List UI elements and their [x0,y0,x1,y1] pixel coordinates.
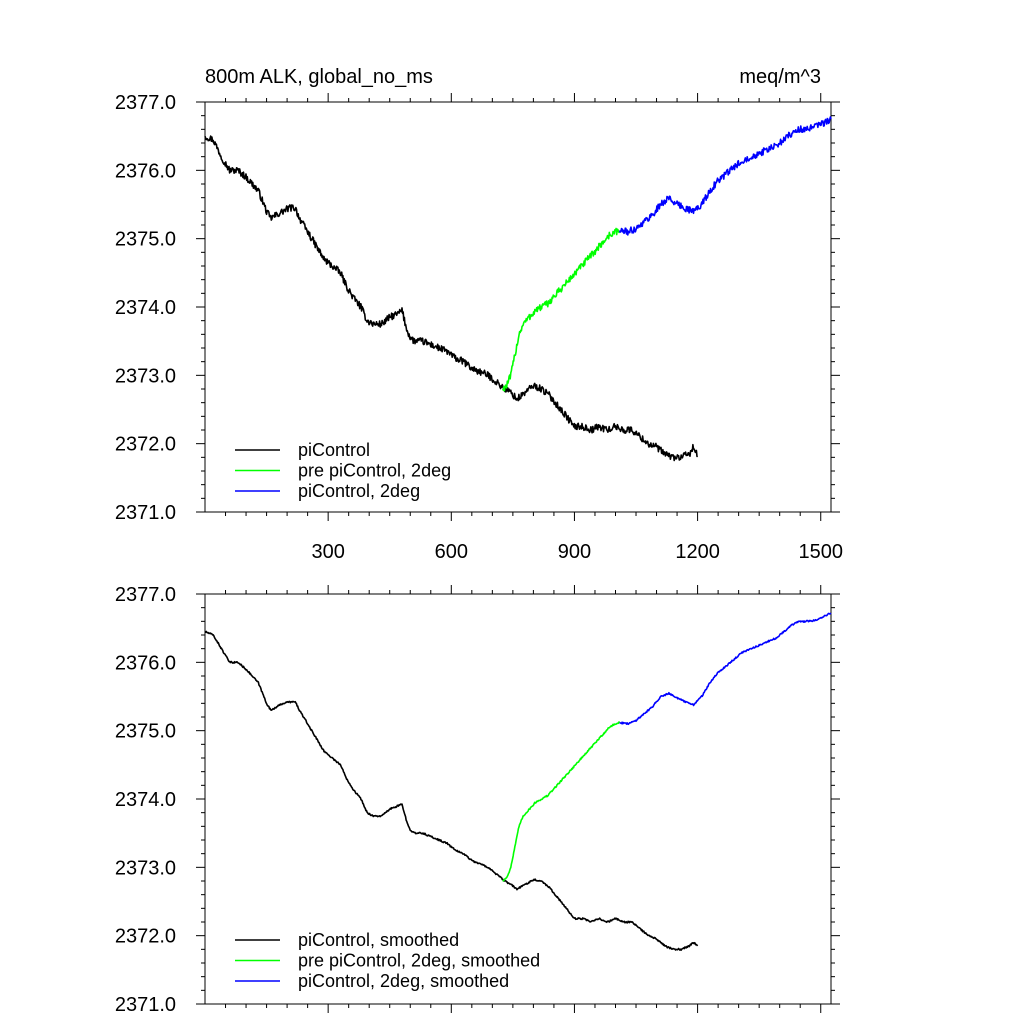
bottom-panel: 2371.0 2372.0 2373.0 2374.0 2375.0 2376.0 2377… [115,584,840,1016]
top-y-tick-label: 2375.0 [115,229,176,251]
x-tick-label: 600 [435,541,468,563]
top-series-line-0 [204,135,699,462]
top-legend-label-0: piControl [298,440,370,460]
top-y-tick-label: 2374.0 [115,297,176,319]
bottom-y-tick-label: 2375.0 [115,721,176,743]
top-title-left: 800m ALK, global_no_ms [205,66,433,88]
x-tick-label: 1200 [675,541,720,563]
top-legend-label-1: pre piControl, 2deg [298,461,451,481]
bottom-series-line-0 [204,630,699,951]
bottom-y-tick-label: 2372.0 [115,926,176,948]
x-tick-label: 1500 [798,541,843,563]
bottom-y-tick-label: 2373.0 [115,857,176,879]
bottom-y-tick-label: 2371.0 [115,994,176,1016]
top-title-right: meq/m^3 [739,66,821,88]
bottom-series-line-1 [502,721,621,882]
x-tick-label: 300 [311,541,344,563]
bottom-y-tick-label: 2374.0 [115,789,176,811]
top-series-line-2 [618,116,832,236]
bottom-series-line-2 [619,612,832,726]
top-y-tick-label: 2377.0 [115,92,176,114]
bottom-y-tick-label: 2377.0 [115,584,176,606]
bottom-y-tick-label: 2376.0 [115,652,176,674]
top-panel: 800m ALK, global_no_ms meq/m^3 300 600 900… [115,66,843,563]
top-plot-area: 300 600 900 1200 1500 2371.0 2372.0 2373.0 2374.… [115,92,843,563]
top-series-line-1 [501,227,621,392]
x-tick-label: 900 [558,541,591,563]
bottom-legend-label-2: piControl, 2deg, smoothed [298,971,509,991]
bottom-plot-area: 2371.0 2372.0 2373.0 2374.0 2375.0 2376.0 2377… [115,584,840,1016]
bottom-legend-label-1: pre piControl, 2deg, smoothed [298,951,540,971]
top-y-tick-label: 2372.0 [115,434,176,456]
bottom-legend-label-0: piControl, smoothed [298,930,459,950]
top-legend-label-2: piControl, 2deg [298,481,420,501]
top-y-tick-label: 2371.0 [115,502,176,524]
top-y-tick-label: 2373.0 [115,365,176,387]
top-y-tick-label: 2376.0 [115,160,176,182]
